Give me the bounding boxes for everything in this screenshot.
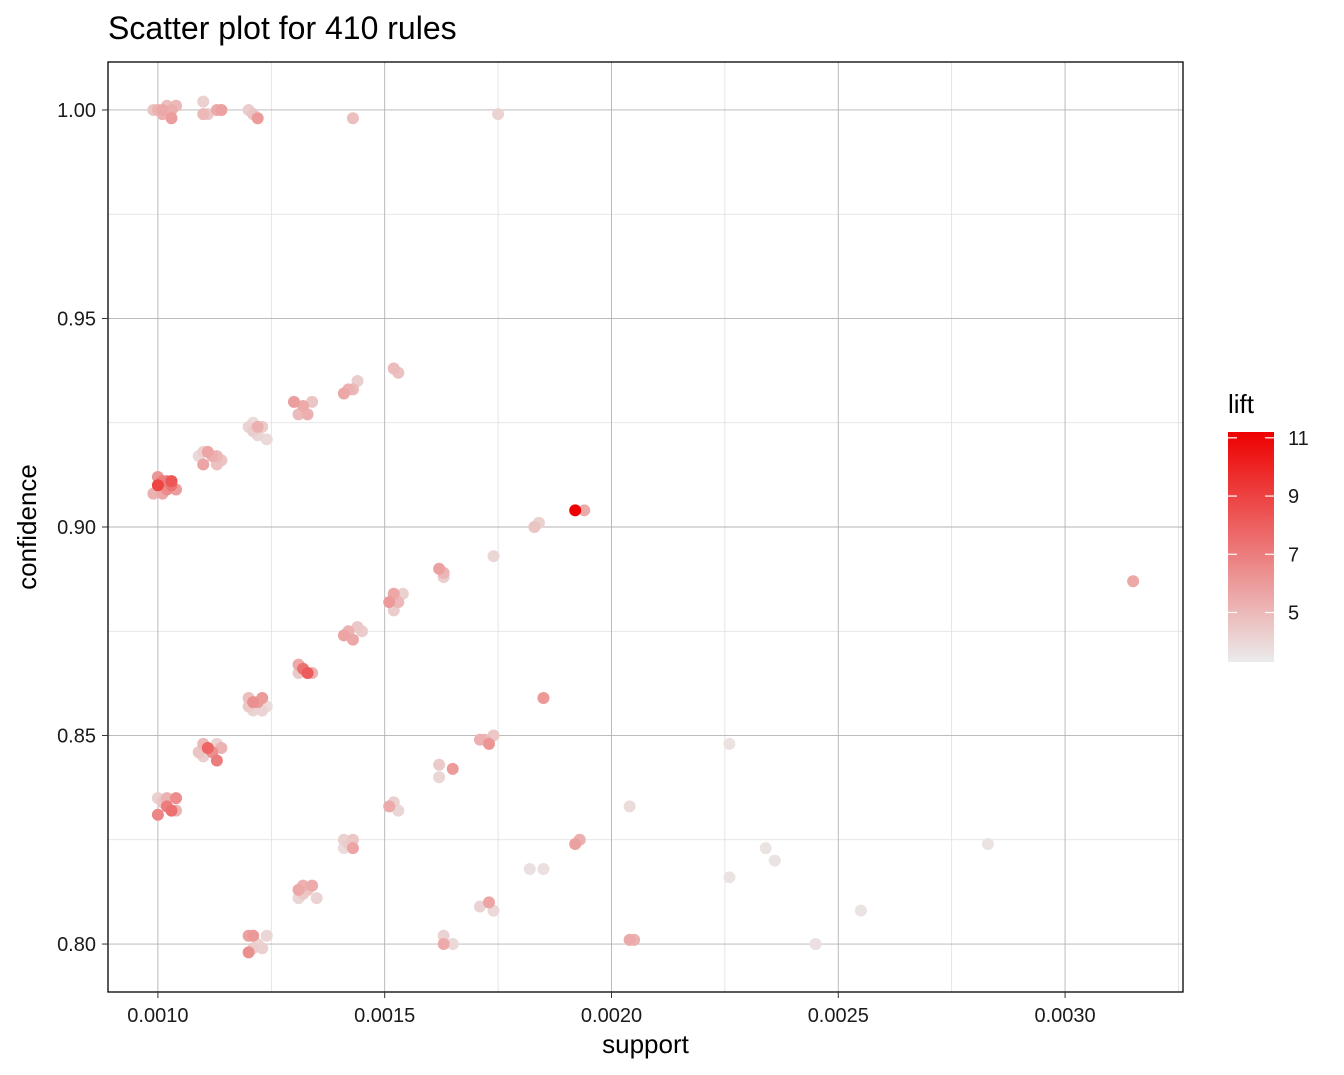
data-point xyxy=(473,733,486,746)
data-point xyxy=(301,666,314,679)
data-point xyxy=(1127,575,1140,588)
data-point xyxy=(165,475,178,488)
data-point xyxy=(433,758,446,771)
x-tick-label: 0.0030 xyxy=(1034,1005,1095,1027)
data-point xyxy=(523,862,536,875)
data-point xyxy=(351,621,364,634)
data-point xyxy=(759,842,772,855)
data-point xyxy=(487,550,500,563)
x-tick-label: 0.0010 xyxy=(127,1005,188,1027)
y-tick-label: 0.95 xyxy=(57,308,96,330)
legend-title: lift xyxy=(1228,389,1255,419)
data-point xyxy=(473,900,486,913)
data-point xyxy=(528,521,541,533)
legend-tick-label: 5 xyxy=(1288,603,1299,625)
data-point xyxy=(446,938,459,951)
data-point xyxy=(170,792,183,805)
data-point xyxy=(256,691,269,704)
data-point xyxy=(151,808,164,821)
lift-legend: lift 5 7 9 11 xyxy=(1228,389,1309,662)
data-point xyxy=(578,504,591,517)
data-point xyxy=(247,929,260,942)
data-point xyxy=(215,742,228,755)
data-point xyxy=(537,691,550,704)
data-point xyxy=(247,696,260,709)
data-point xyxy=(260,929,273,942)
data-point xyxy=(292,883,305,896)
data-point xyxy=(165,804,178,817)
data-point xyxy=(483,737,496,750)
data-point xyxy=(981,837,994,850)
data-point xyxy=(201,742,214,755)
data-point xyxy=(346,833,359,846)
data-point xyxy=(256,942,269,955)
data-point xyxy=(297,400,310,413)
x-tick-label: 0.0020 xyxy=(581,1005,642,1027)
data-point xyxy=(242,946,255,959)
x-axis-title: support xyxy=(602,1029,689,1059)
data-point xyxy=(337,387,350,400)
data-point xyxy=(251,420,264,433)
data-point xyxy=(723,737,736,750)
data-point xyxy=(383,800,396,813)
data-point xyxy=(260,433,273,446)
data-point xyxy=(346,842,359,855)
data-point xyxy=(446,762,459,775)
data-point xyxy=(437,938,450,951)
data-point xyxy=(492,108,505,121)
legend-tick-label: 9 xyxy=(1288,486,1299,508)
data-point xyxy=(310,892,323,905)
data-point xyxy=(809,938,822,951)
data-point xyxy=(215,103,228,116)
legend-ticks: 5 7 9 11 xyxy=(1228,428,1309,625)
data-point xyxy=(346,112,359,125)
y-axis-title: confidence xyxy=(12,464,42,590)
data-point xyxy=(623,933,636,946)
y-tick-label: 0.80 xyxy=(57,934,96,956)
data-point xyxy=(437,929,450,942)
data-point xyxy=(306,879,319,892)
y-tick-label: 0.90 xyxy=(57,517,96,539)
major-gridlines xyxy=(108,62,1183,992)
data-point xyxy=(383,596,396,609)
data-point xyxy=(433,562,446,575)
data-point xyxy=(197,95,210,108)
chart-title: Scatter plot for 410 rules xyxy=(108,10,457,46)
x-axis: 0.0010 0.0015 0.0020 0.0025 0.0030 xyxy=(127,992,1096,1027)
y-axis: 0.80 0.85 0.90 0.95 1.00 xyxy=(57,100,108,956)
data-point xyxy=(337,629,350,642)
data-point xyxy=(623,800,636,813)
x-tick-label: 0.0025 xyxy=(808,1005,869,1027)
data-point xyxy=(346,633,359,646)
data-point xyxy=(387,362,400,375)
data-point xyxy=(165,112,178,125)
data-point xyxy=(537,862,550,875)
data-point xyxy=(210,754,223,767)
data-point xyxy=(768,854,781,867)
data-point xyxy=(569,504,582,517)
data-points xyxy=(147,95,1140,959)
data-point xyxy=(287,395,300,408)
x-tick-label: 0.0015 xyxy=(354,1005,415,1027)
data-point xyxy=(197,458,210,471)
data-point xyxy=(156,103,169,116)
legend-tick-label: 7 xyxy=(1288,544,1299,566)
data-point xyxy=(723,871,736,884)
data-point xyxy=(197,108,210,121)
legend-color-bar xyxy=(1228,432,1274,662)
data-point xyxy=(160,792,173,805)
data-point xyxy=(433,771,446,784)
data-point xyxy=(151,479,164,492)
data-point xyxy=(569,837,582,850)
legend-tick-label: 11 xyxy=(1288,428,1309,450)
data-point xyxy=(483,896,496,909)
data-point xyxy=(306,395,319,408)
data-point xyxy=(854,904,867,917)
data-point xyxy=(165,103,178,116)
y-tick-label: 1.00 xyxy=(57,100,96,122)
data-point xyxy=(251,112,264,125)
y-tick-label: 0.85 xyxy=(57,726,96,748)
data-point xyxy=(201,445,214,458)
